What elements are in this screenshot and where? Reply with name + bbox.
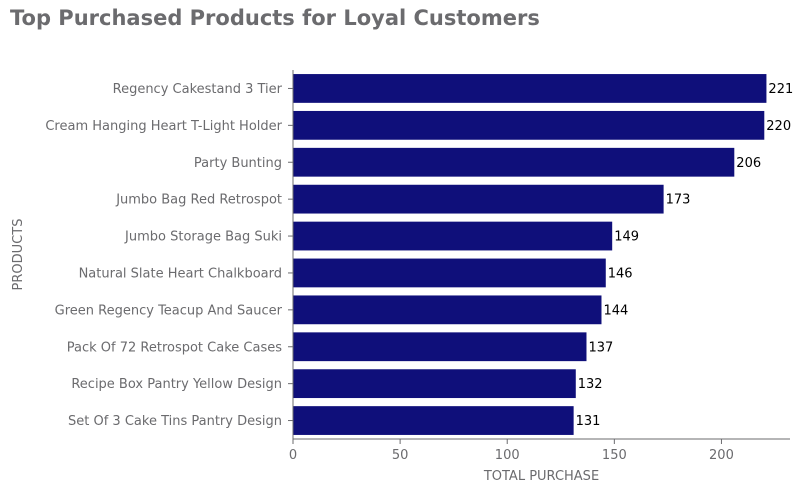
bar [293,406,574,435]
bar [293,332,587,362]
bar [293,221,613,251]
category-label: Set Of 3 Cake Tins Pantry Design [68,414,282,429]
bar [293,110,765,140]
value-label: 149 [614,230,639,245]
bars-group [293,74,767,435]
category-label: Jumbo Bag Red Retrospot [115,193,282,208]
value-label: 146 [608,266,633,281]
bar [293,295,602,325]
x-tick-label: 100 [495,448,520,463]
x-axis-title: TOTAL PURCHASE [483,469,599,484]
bar [293,258,606,288]
x-axis-ticks: 0 50 100 150 200 [289,439,734,463]
value-label: 137 [588,340,613,355]
category-label: Regency Cakestand 3 Tier [113,82,283,97]
value-label: 206 [736,156,761,171]
category-label: Recipe Box Pantry Yellow Design [71,377,282,392]
category-labels: Regency Cakestand 3 Tier Cream Hanging He… [45,82,293,429]
x-tick-label: 150 [602,448,627,463]
value-label: 173 [666,193,691,208]
value-label: 220 [766,119,791,134]
bar [293,147,735,177]
x-tick-label: 50 [392,448,409,463]
value-label: 131 [576,414,601,429]
category-label: Party Bunting [194,156,282,171]
value-labels: 221 220 206 173 149 146 144 137 132 131 [576,82,794,429]
x-tick-label: 0 [289,448,297,463]
y-axis-title: PRODUCTS [11,219,26,291]
category-label: Green Regency Teacup And Saucer [55,303,283,318]
value-label: 144 [603,303,628,318]
category-label: Cream Hanging Heart T-Light Holder [45,119,282,134]
value-label: 221 [768,82,793,97]
x-tick-label: 200 [709,448,734,463]
bar [293,369,576,399]
chart-title: Top Purchased Products for Loyal Custome… [10,6,540,30]
bar [293,184,664,214]
value-label: 132 [578,377,603,392]
category-label: Jumbo Storage Bag Suki [124,230,282,245]
bar [293,74,767,103]
category-label: Pack Of 72 Retrospot Cake Cases [67,340,282,355]
category-label: Natural Slate Heart Chalkboard [79,266,282,281]
